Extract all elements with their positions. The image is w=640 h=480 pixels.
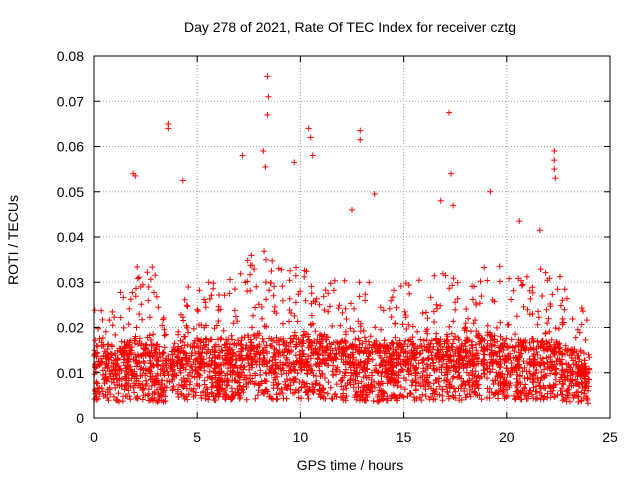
scatter-points-bulk: [91, 248, 593, 407]
outlier-point: [448, 170, 455, 177]
y-tick-label: 0.04: [57, 229, 84, 245]
outlier-point: [179, 177, 186, 184]
outlier-point: [239, 152, 246, 159]
y-tick-label: 0.05: [57, 184, 84, 200]
y-tick-label: 0: [76, 410, 84, 426]
x-tick-label: 15: [396, 429, 412, 445]
outlier-point: [260, 148, 267, 155]
x-tick-label: 5: [193, 429, 201, 445]
y-axis-label: ROTI / TECUs: [5, 195, 21, 285]
outlier-point: [357, 127, 364, 134]
y-tick-label: 0.03: [57, 274, 84, 290]
outlier-point: [132, 172, 139, 179]
outlier-point: [309, 152, 316, 159]
outlier-point: [305, 125, 312, 132]
outlier-point: [516, 218, 523, 225]
outlier-point: [262, 163, 269, 170]
outlier-point: [165, 125, 172, 132]
x-tick-label: 10: [293, 429, 309, 445]
chart-title: Day 278 of 2021, Rate Of TEC Index for r…: [184, 19, 516, 35]
y-axis-ticks: 0 0.01 0.02 0.03 0.04 0.05 0.06 0.07 0.08: [57, 48, 610, 426]
outlier-point: [552, 175, 559, 182]
x-tick-label: 0: [90, 429, 98, 445]
y-tick-label: 0.01: [57, 365, 84, 381]
outlier-point: [487, 188, 494, 195]
grid-lines: [94, 56, 610, 418]
y-tick-label: 0.02: [57, 320, 84, 336]
outlier-point: [264, 111, 271, 118]
outlier-point: [357, 136, 364, 143]
outlier-point: [450, 202, 457, 209]
outlier-point: [551, 157, 558, 164]
x-axis-label: GPS time / hours: [297, 457, 404, 473]
outlier-point: [291, 159, 298, 166]
x-tick-label: 25: [602, 429, 618, 445]
outlier-point: [264, 73, 271, 80]
outlier-point: [371, 191, 378, 198]
outlier-point: [446, 109, 453, 116]
outlier-point: [536, 227, 543, 234]
x-axis-ticks: 0 5 10 15 20 25: [90, 56, 618, 445]
outlier-point: [437, 197, 444, 204]
y-tick-label: 0.08: [57, 48, 84, 64]
outlier-point: [551, 166, 558, 173]
outlier-point: [265, 93, 272, 100]
data-points: [91, 73, 593, 407]
outlier-point: [551, 148, 558, 155]
outlier-point: [349, 206, 355, 213]
outlier-point: [307, 134, 314, 141]
y-tick-label: 0.06: [57, 139, 84, 155]
x-tick-label: 20: [499, 429, 515, 445]
y-tick-label: 0.07: [57, 93, 84, 109]
